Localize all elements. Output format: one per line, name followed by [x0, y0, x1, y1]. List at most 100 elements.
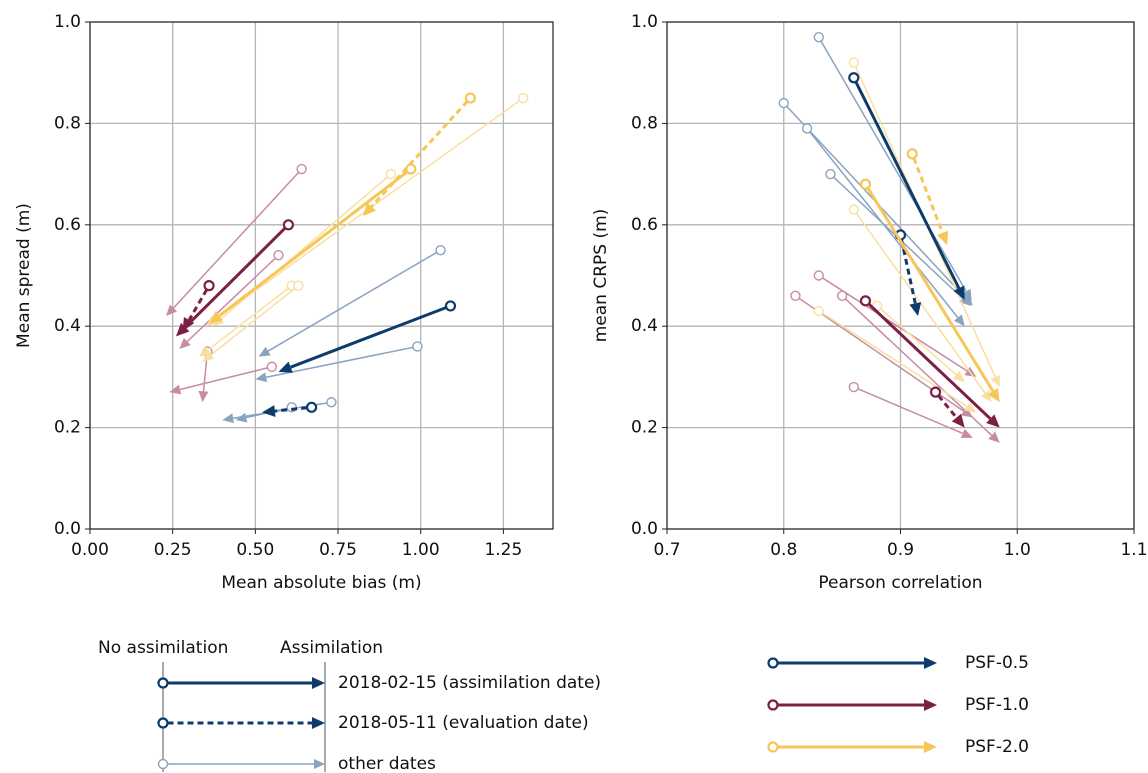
start-point: [813, 305, 824, 317]
start-point: [444, 300, 457, 312]
y-axis-label: Mean spread (m): [14, 203, 34, 348]
arrow-shaft: [912, 157, 944, 234]
start-point: [203, 280, 215, 292]
start-point: [305, 401, 318, 413]
arrow-head: [258, 346, 271, 357]
y-axis-label: mean CRPS (m): [591, 209, 611, 343]
arrow-head: [959, 294, 971, 306]
legend-label: PSF-1.0: [965, 695, 1029, 715]
legend-label: 2018-02-15 (assimilation date): [338, 673, 601, 693]
arrow: [209, 170, 409, 324]
arrow: [362, 100, 469, 217]
arrow-head: [198, 390, 209, 403]
arrow-head: [202, 350, 215, 362]
x-tick-label: 0.25: [154, 540, 192, 560]
legend-header: Assimilation: [280, 638, 383, 658]
y-tick-label: 0.4: [631, 316, 658, 336]
y-tick-label: 0.0: [631, 519, 658, 539]
arrow: [169, 367, 268, 395]
arrow-head: [981, 390, 992, 403]
plot-frame: [89, 21, 554, 530]
arrow: [899, 239, 922, 317]
legend-label: PSF-0.5: [965, 653, 1029, 673]
arrow-shaft: [207, 287, 289, 351]
start-point: [848, 57, 859, 68]
y-tick-label: 0.4: [54, 316, 81, 336]
arrow-shaft: [857, 388, 964, 435]
arrow-head: [312, 677, 325, 689]
legend-marker: [767, 699, 779, 711]
start-point: [293, 280, 304, 291]
start-point: [801, 123, 813, 134]
arrow: [212, 176, 389, 327]
arrow: [278, 306, 447, 373]
legend-marker: [157, 677, 169, 689]
start-point: [859, 295, 872, 307]
arrow-head: [953, 370, 965, 382]
arrow-head: [953, 314, 965, 327]
arrow-head: [312, 717, 325, 729]
arrow: [258, 251, 438, 357]
arrow: [167, 677, 325, 689]
arrow-shaft: [220, 176, 389, 320]
x-tick-label: 1.0: [1004, 540, 1031, 560]
arrow-shaft: [172, 171, 300, 309]
arrow: [937, 394, 965, 428]
arrow-shaft: [267, 251, 438, 352]
y-tick-label: 0.8: [631, 113, 658, 133]
arrow-shaft: [820, 40, 967, 292]
start-point: [906, 148, 918, 160]
arrow: [261, 405, 308, 418]
arrow-head: [169, 384, 182, 395]
arrow-shaft: [866, 187, 995, 392]
start-point: [929, 386, 942, 398]
arrow-shaft: [854, 81, 961, 289]
y-tick-label: 1.0: [54, 12, 81, 32]
arrow-head: [988, 431, 1000, 443]
x-tick-label: 1.25: [484, 540, 522, 560]
start-point: [282, 219, 295, 231]
arrow-shaft: [186, 257, 276, 343]
arrow: [809, 131, 965, 327]
legend-label: other dates: [338, 754, 436, 773]
arrow: [179, 257, 276, 350]
arrow-shaft: [202, 355, 208, 392]
x-tick-label: 1.1: [1120, 540, 1147, 560]
x-tick-label: 0.7: [653, 540, 680, 560]
arrow-head: [314, 759, 325, 769]
arrow-head: [986, 414, 1000, 428]
arrow: [857, 388, 973, 439]
start-point: [435, 244, 446, 256]
start-point: [848, 381, 859, 393]
start-point: [813, 270, 824, 281]
y-tick-label: 0.6: [54, 215, 81, 235]
plot-frame: [666, 21, 1135, 530]
start-point: [266, 361, 278, 372]
legend-marker: [767, 741, 779, 753]
arrow-head: [964, 402, 977, 413]
arrow-head: [953, 285, 965, 300]
arrow-head: [924, 741, 937, 753]
arrow-shaft: [937, 394, 958, 419]
arrow-shaft: [867, 302, 992, 420]
arrow-head: [209, 310, 224, 324]
x-tick-label: 0.50: [236, 540, 274, 560]
arrow-head: [278, 361, 293, 373]
arrow: [198, 355, 209, 403]
start-point: [778, 97, 789, 109]
arrow: [202, 287, 296, 362]
arrow-shaft: [880, 308, 957, 376]
arrow-head: [909, 302, 922, 317]
arrow-head: [960, 428, 973, 439]
arrow: [820, 40, 972, 301]
x-tick-label: 0.75: [319, 540, 357, 560]
start-point: [813, 32, 824, 43]
legend-header: No assimilation: [98, 638, 228, 658]
arrow-head: [222, 413, 234, 424]
arrow-shaft: [179, 367, 268, 391]
arrow-head: [235, 412, 248, 423]
legend-marker: [157, 758, 169, 770]
arrow-shaft: [184, 226, 287, 329]
start-point: [848, 72, 860, 84]
